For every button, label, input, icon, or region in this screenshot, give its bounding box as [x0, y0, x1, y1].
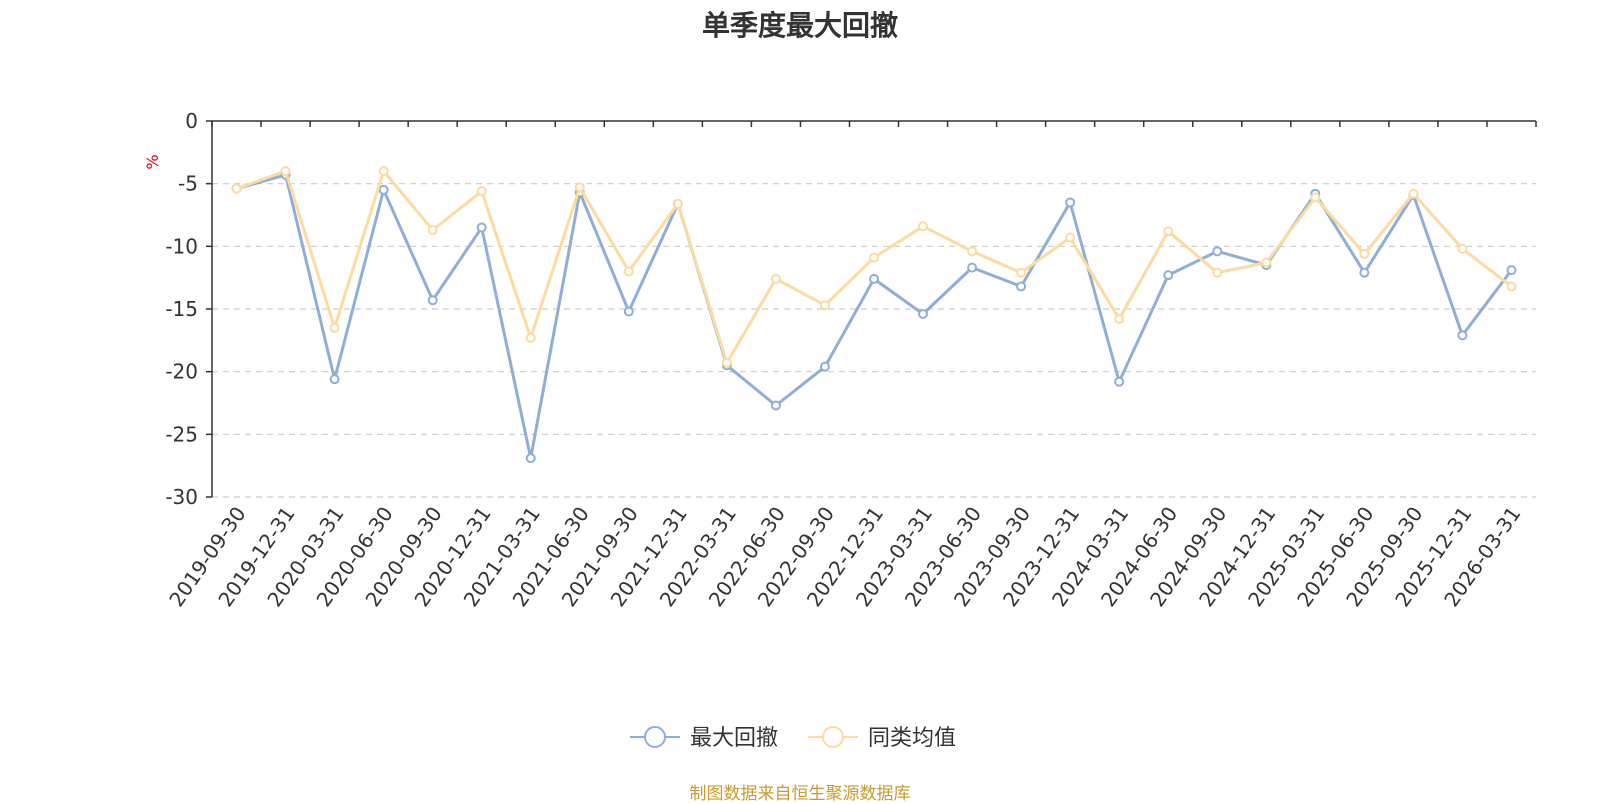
legend-label: 最大回撤 [690, 726, 778, 751]
data-point [819, 361, 830, 372]
data-point [1506, 265, 1517, 276]
data-point [1114, 376, 1125, 387]
source-note: 制图数据来自恒生聚源数据库 [689, 784, 911, 804]
y-tick-label: -15 [165, 297, 198, 321]
y-tick-label: -25 [165, 422, 198, 446]
data-point [378, 184, 389, 195]
legend-swatch-marker [644, 726, 666, 748]
y-axis-label: % [143, 154, 162, 169]
data-point [329, 322, 340, 333]
data-point [427, 225, 438, 236]
data-point [1359, 248, 1370, 259]
data-point [525, 453, 536, 464]
y-tick-label: -30 [165, 485, 198, 509]
data-point [329, 374, 340, 385]
data-point [1261, 257, 1272, 268]
data-point [672, 198, 683, 209]
data-point [1212, 246, 1223, 257]
data-point [1408, 188, 1419, 199]
legend-label: 同类均值 [868, 726, 956, 751]
data-point [1114, 314, 1125, 325]
data-point [1065, 197, 1076, 208]
data-point [1310, 192, 1321, 203]
data-point [1163, 270, 1174, 281]
data-point [819, 300, 830, 311]
data-point [525, 332, 536, 343]
data-point [1457, 243, 1468, 254]
data-point [574, 182, 585, 193]
data-point [1163, 226, 1174, 237]
data-point [770, 273, 781, 284]
chart-title: 单季度最大回撤 [701, 9, 898, 42]
data-point [967, 246, 978, 257]
data-point [1065, 232, 1076, 243]
data-point [869, 252, 879, 263]
y-tick-label: 0 [185, 109, 198, 133]
data-point [967, 262, 978, 273]
data-point [623, 306, 634, 317]
data-point [378, 166, 389, 177]
data-point [476, 222, 487, 233]
data-point [231, 183, 242, 194]
data-point [1016, 281, 1027, 292]
data-point [427, 295, 438, 306]
y-tick-label: -20 [165, 360, 198, 384]
data-point [1212, 267, 1223, 278]
data-point [721, 357, 732, 368]
data-point [280, 166, 291, 177]
series-line-1 [236, 173, 1513, 460]
y-tick-label: -10 [165, 234, 198, 258]
data-point [623, 266, 634, 277]
data-point [770, 400, 781, 411]
y-tick-label: -5 [178, 172, 198, 196]
data-point [1359, 267, 1370, 278]
legend-swatch-marker [822, 726, 844, 748]
data-point [476, 186, 487, 197]
data-point [1457, 330, 1468, 341]
data-point [918, 309, 929, 320]
data-point [869, 273, 879, 284]
data-point [918, 221, 929, 232]
data-point [1506, 281, 1517, 292]
data-point [1016, 267, 1027, 278]
